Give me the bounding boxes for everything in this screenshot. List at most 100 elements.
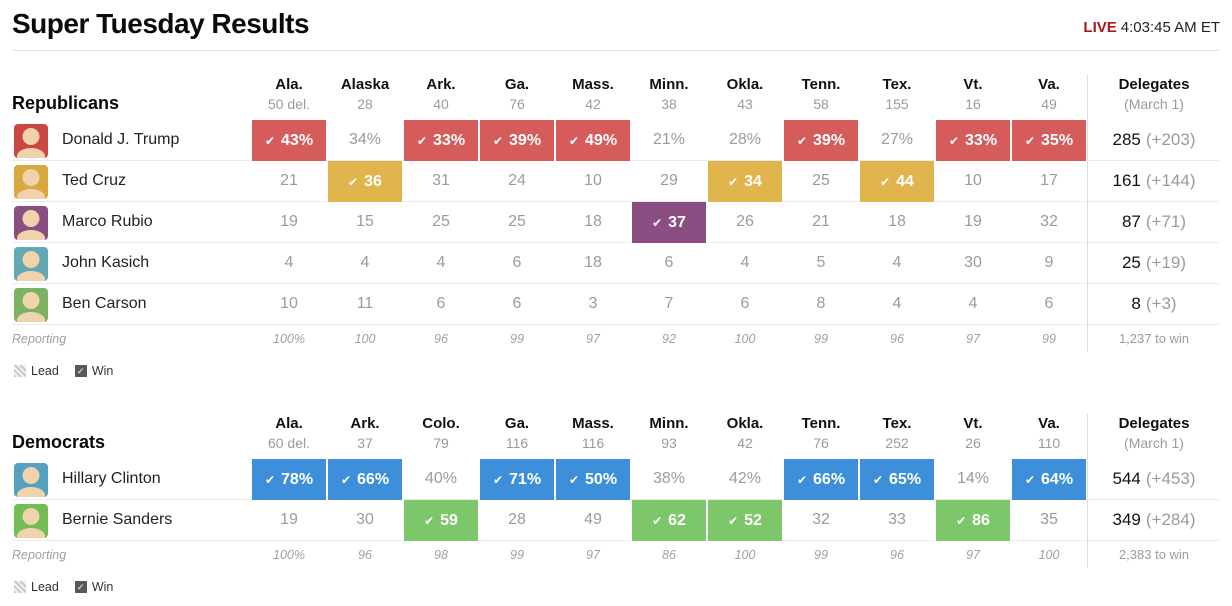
result-value: 24: [508, 172, 526, 190]
result-cell: 25: [783, 161, 859, 203]
result-cell: 34%: [327, 120, 403, 162]
state-delegate-count: 49: [1041, 96, 1057, 113]
result-cell: ✔ 66%: [327, 459, 403, 501]
win-check-icon: ✔: [264, 133, 276, 148]
person-head-icon: [22, 210, 40, 228]
reporting-value: 99: [814, 331, 828, 346]
result-value: 39%: [813, 131, 846, 149]
reporting-cell: 99: [1011, 325, 1087, 352]
result-value: 40%: [424, 470, 458, 488]
state-delegate-count: 26: [965, 435, 981, 452]
person-silhouette-icon: [17, 271, 45, 282]
result-cell: 26: [707, 202, 783, 244]
result-value: 14%: [956, 470, 990, 488]
state-abbr: Ark.: [350, 415, 380, 433]
candidate-row: Hillary Clinton ✔ 78% ✔ 66% 40% ✔ 71% ✔ 50% 38% 42%…: [12, 459, 1220, 501]
to-win-cell: 1,237 to win: [1087, 325, 1220, 353]
result-cell: 19: [935, 202, 1011, 244]
reporting-cell: 97: [935, 541, 1011, 568]
state-column-header: Alaska 28: [327, 75, 403, 120]
delegates-delta: (+71): [1145, 212, 1187, 232]
result-cell: 6: [631, 243, 707, 285]
win-check-icon: ✔: [416, 133, 428, 148]
result-value: 18: [888, 213, 906, 231]
reporting-value: 100%: [273, 547, 305, 562]
result-cell: 17: [1011, 161, 1087, 203]
reporting-cell: 97: [555, 541, 631, 568]
state-delegate-count: 28: [357, 96, 373, 113]
candidate-name-cell: Donald J. Trump: [12, 120, 251, 162]
state-column-header: Colo. 79: [403, 414, 479, 459]
result-value: 19: [280, 213, 298, 231]
win-result-block: ✔ 43%: [252, 120, 326, 162]
reporting-cell: 99: [783, 541, 859, 568]
result-cell: 31: [403, 161, 479, 203]
win-result-block: ✔ 59: [404, 500, 478, 542]
result-cell: 38%: [631, 459, 707, 501]
reporting-value: 99: [510, 331, 524, 346]
state-abbr: Okla.: [726, 76, 764, 93]
result-value: 9: [1044, 254, 1054, 272]
live-badge: LIVE: [1083, 19, 1117, 36]
state-delegate-count: 16: [965, 96, 981, 113]
reporting-value: 92: [662, 331, 676, 346]
result-cell: 8: [783, 284, 859, 326]
result-value: 59: [440, 511, 458, 529]
result-cell: 4: [403, 243, 479, 285]
result-cell: 30: [327, 500, 403, 542]
state-abbr: Tex.: [882, 76, 912, 93]
state-abbr: Ala.: [275, 76, 303, 93]
result-cell: 9: [1011, 243, 1087, 285]
result-value: 28%: [728, 131, 762, 149]
result-value: 28: [508, 511, 526, 529]
state-delegate-count: 58: [813, 96, 829, 113]
result-value: 30: [964, 254, 982, 272]
reporting-value: 96: [434, 331, 448, 346]
result-cell: 18: [555, 202, 631, 244]
result-cell: 11: [327, 284, 403, 326]
reporting-label: Reporting: [12, 331, 67, 346]
state-delegate-count: 50 del.: [267, 96, 311, 113]
state-column-header: Ala. 60 del.: [251, 414, 327, 459]
delegates-count: 544: [1112, 469, 1141, 489]
result-cell: ✔ 35%: [1011, 120, 1087, 162]
win-check-icon: ✔: [340, 472, 352, 487]
reporting-value: 100: [354, 331, 376, 346]
delegates-column-header: Delegates (March 1): [1087, 75, 1220, 121]
result-value: 5: [816, 254, 826, 272]
legend-win-label: Win: [91, 580, 114, 595]
page-title: Super Tuesday Results: [12, 8, 310, 39]
win-check-icon: ✔: [568, 472, 580, 487]
reporting-value: 100%: [273, 331, 305, 346]
delegates-cell: 87 (+71): [1087, 202, 1220, 244]
win-check-icon: ✔: [568, 133, 580, 148]
result-cell: 4: [327, 243, 403, 285]
win-check-icon: ✔: [492, 133, 504, 148]
state-column-header: Okla. 43: [707, 75, 783, 120]
result-cell: ✔ 86: [935, 500, 1011, 542]
result-cell: ✔ 64%: [1011, 459, 1087, 501]
state-delegate-count: 43: [737, 96, 753, 113]
result-cell: 18: [555, 243, 631, 285]
state-column-header: Ga. 76: [479, 75, 555, 120]
result-value: 4: [360, 254, 370, 272]
candidate-name-cell: Ben Carson: [12, 284, 251, 326]
delegates-delta: (+284): [1145, 510, 1196, 530]
to-win-cell: 2,383 to win: [1087, 541, 1220, 569]
state-abbr: Vt.: [963, 415, 983, 433]
candidate-avatar: [14, 247, 48, 282]
result-value: 6: [740, 295, 750, 313]
state-delegate-count: 93: [661, 435, 677, 452]
candidate-name: Ted Cruz: [62, 172, 127, 190]
person-silhouette-icon: [17, 312, 45, 323]
reporting-value: 99: [814, 547, 828, 562]
reporting-cell: 92: [631, 325, 707, 352]
win-result-block: ✔ 37: [632, 202, 706, 244]
party-header-cell: Democrats: [12, 414, 251, 459]
reporting-cell: 99: [783, 325, 859, 352]
win-result-block: ✔ 65%: [860, 459, 934, 501]
delegates-count: 349: [1112, 510, 1141, 530]
reporting-cell: 100%: [251, 541, 327, 568]
result-value: 50%: [585, 470, 618, 488]
result-cell: 40%: [403, 459, 479, 501]
